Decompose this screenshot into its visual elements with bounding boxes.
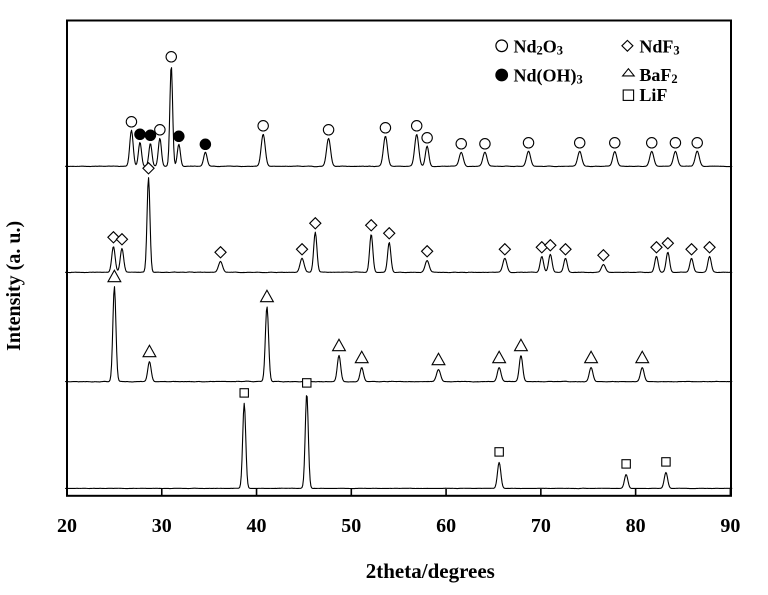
svg-text:30: 30 [152,515,172,537]
svg-text:Intensity (a. u.): Intensity (a. u.) [3,221,25,351]
svg-text:70: 70 [531,515,551,537]
svg-text:Nd2O3: Nd2O3 [514,37,564,58]
svg-text:2theta/degrees: 2theta/degrees [366,559,495,583]
svg-text:50: 50 [341,515,361,537]
svg-text:BaF2: BaF2 [639,65,677,86]
svg-text:NdF3: NdF3 [639,37,679,58]
svg-text:90: 90 [720,515,740,537]
svg-text:LiF: LiF [639,85,667,105]
svg-text:60: 60 [436,515,456,537]
svg-text:Nd(OH)3: Nd(OH)3 [514,66,583,87]
svg-text:80: 80 [626,515,646,537]
svg-text:20: 20 [57,515,77,537]
svg-text:40: 40 [247,515,267,537]
